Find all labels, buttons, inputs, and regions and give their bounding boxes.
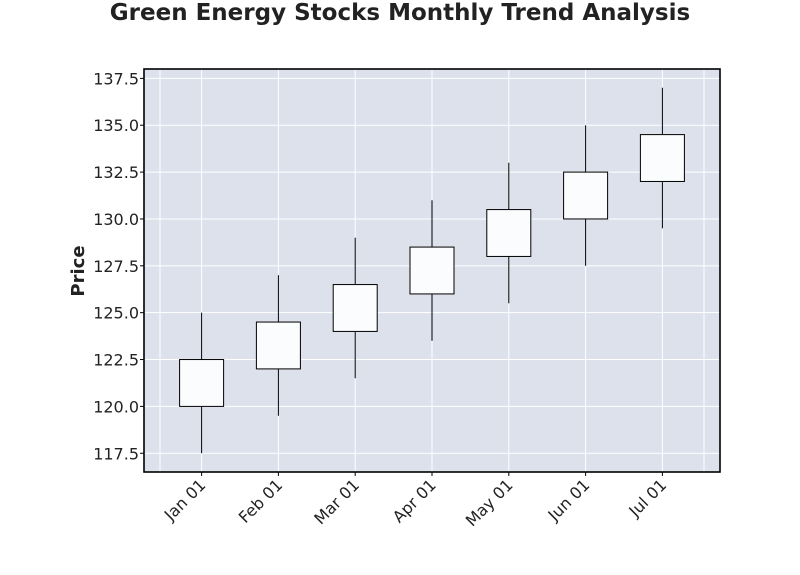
x-tick-label: Jun 01 xyxy=(544,475,594,525)
candle-body xyxy=(409,246,455,295)
x-tick-label: Jan 01 xyxy=(160,475,210,525)
y-tick-label: 127.5 xyxy=(93,257,139,276)
candle-body xyxy=(255,321,301,370)
x-tick-label: Jul 01 xyxy=(624,475,670,521)
y-tick-label: 137.5 xyxy=(93,69,139,88)
x-tick-label: May 01 xyxy=(462,475,517,530)
chart-title: Green Energy Stocks Monthly Trend Analys… xyxy=(110,0,690,26)
candle-body xyxy=(563,171,609,220)
candles xyxy=(179,87,685,454)
candle-body xyxy=(179,359,225,407)
x-tick-label: Mar 01 xyxy=(310,475,363,528)
y-tick-label: 135.0 xyxy=(93,116,139,135)
y-tick-label: 122.5 xyxy=(93,351,139,370)
candle-body xyxy=(639,134,685,182)
y-tick-label: 117.5 xyxy=(93,444,139,463)
y-tick-label: 132.5 xyxy=(93,163,139,182)
y-tick-label: 125.0 xyxy=(93,304,139,323)
candle-body xyxy=(332,284,378,332)
y-axis-ticks: 117.5 120.0 122.5 125.0 127.5 130.0 132.5 135.0… xyxy=(93,69,144,463)
y-axis-label: Price xyxy=(68,245,89,296)
y-tick-label: 120.0 xyxy=(93,397,139,416)
x-tick-label: Apr 01 xyxy=(389,475,440,526)
x-tick-label: Feb 01 xyxy=(235,475,286,526)
x-axis-ticks: Jan 01 Feb 01 Mar 01 Apr 01 May 01 Jun 01 Jul … xyxy=(160,472,670,530)
candle-body xyxy=(486,209,532,257)
y-tick-label: 130.0 xyxy=(93,210,139,229)
